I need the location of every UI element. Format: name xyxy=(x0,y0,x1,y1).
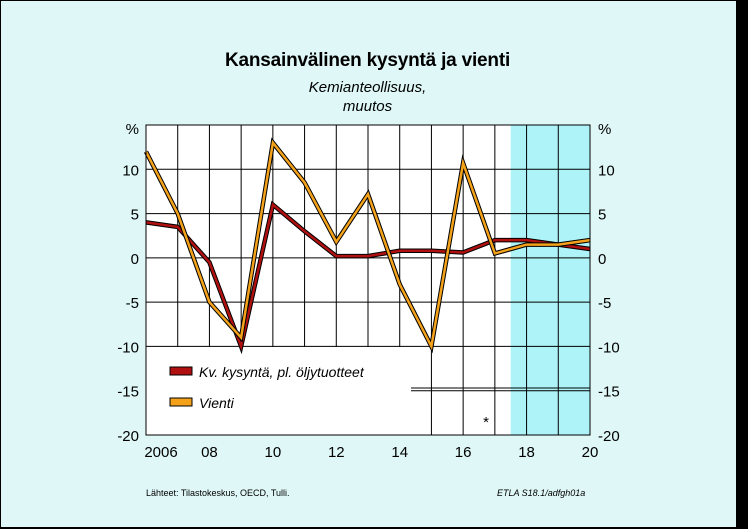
chart-code: ETLA S18.1/adfgh01a xyxy=(497,488,586,498)
y-tick-label-left: -15 xyxy=(117,384,139,401)
y-tick-label-left: -20 xyxy=(117,428,139,445)
y-tick-label-left: 10 xyxy=(122,162,139,179)
legend-label: Vienti xyxy=(199,395,235,411)
y-tick-label-left: -10 xyxy=(117,339,139,356)
legend-label: Kv. kysyntä, pl. öljytuotteet xyxy=(199,364,365,380)
forecast-annotation: * xyxy=(483,414,489,431)
y-axis-unit-left: % xyxy=(126,121,139,138)
x-tick-label: 16 xyxy=(455,444,472,461)
x-tick-label: 12 xyxy=(328,444,345,461)
x-tick-label: 08 xyxy=(201,444,218,461)
legend-swatch xyxy=(169,397,193,407)
plot-frame xyxy=(145,124,591,436)
chart-title: Kansainvälinen kysyntä ja vienti xyxy=(224,50,511,71)
legend-box xyxy=(146,347,411,435)
y-tick-label-left: -5 xyxy=(126,295,139,312)
x-tick-label: 14 xyxy=(391,444,408,461)
chart-subtitle-line1: Kemianteollisuus, xyxy=(308,79,427,96)
forecast-shading xyxy=(510,125,590,435)
series-line-1 xyxy=(145,202,591,351)
y-axis-unit-right: % xyxy=(598,121,611,138)
y-tick-label-right: -15 xyxy=(598,384,620,401)
y-tick-label-left: 5 xyxy=(131,207,139,224)
y-tick-label-right: 0 xyxy=(598,251,606,268)
chart-subtitle-line2: muutos xyxy=(342,98,393,115)
y-tick-label-right: 5 xyxy=(598,207,606,224)
x-tick-label: 2006 xyxy=(144,444,177,461)
y-tick-label-right: 10 xyxy=(598,162,615,179)
x-tick-label: 18 xyxy=(518,444,535,461)
y-tick-label-right: -5 xyxy=(598,295,611,312)
y-tick-label-right: -10 xyxy=(598,339,620,356)
x-tick-label: 20 xyxy=(582,444,599,461)
series-line-2 xyxy=(144,139,591,351)
source-note: Lähteet: Tilastokeskus, OECD, Tulli. xyxy=(146,488,290,498)
legend-swatch xyxy=(169,366,193,376)
y-tick-label-left: 0 xyxy=(131,251,139,268)
x-tick-label: 10 xyxy=(265,444,282,461)
y-tick-label-right: -20 xyxy=(598,428,620,445)
